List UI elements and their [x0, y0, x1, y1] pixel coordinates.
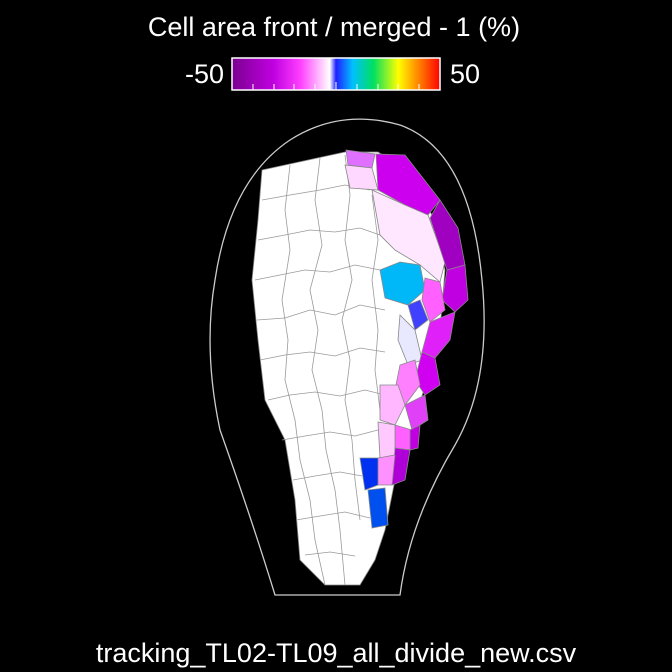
colorbar-min: -50	[185, 59, 224, 89]
colorbar-max: 50	[450, 59, 480, 89]
colorbar-ticks	[252, 82, 420, 90]
colored-cells	[344, 149, 469, 529]
file-name: tracking_TL02-TL09_all_divide_new.csv	[96, 638, 577, 668]
organ-outline	[209, 118, 485, 596]
title: Cell area front / merged - 1 (%)	[148, 12, 520, 42]
